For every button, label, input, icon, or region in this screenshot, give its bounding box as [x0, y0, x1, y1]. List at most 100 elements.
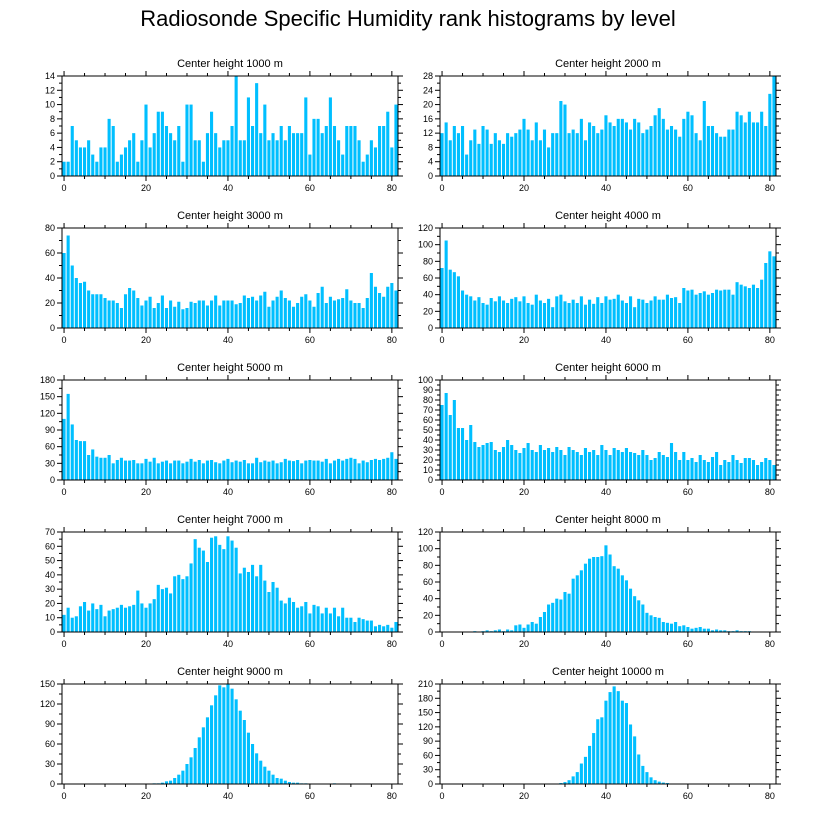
histogram-bar [469, 425, 473, 480]
histogram-panel: Center height 10000 m 0 30 60 90 120 150 180 210… [418, 666, 781, 801]
histogram-bar [588, 745, 592, 784]
histogram-bar [394, 458, 398, 480]
y-tick-label: 90 [423, 385, 433, 395]
histogram-bar [332, 300, 337, 328]
histogram-bar [698, 627, 702, 632]
histogram-bar [275, 296, 279, 328]
histogram-bar [649, 777, 653, 784]
y-tick-label: 20 [423, 610, 433, 620]
histogram-bar [514, 297, 518, 328]
histogram-bar [526, 129, 530, 176]
histogram-bar [563, 782, 567, 784]
histogram-bar [169, 133, 173, 176]
histogram-bar [620, 300, 624, 328]
y-tick-label: 0 [50, 323, 55, 333]
histogram-bar [66, 235, 70, 328]
histogram-bar [316, 460, 320, 480]
histogram-bar [230, 300, 234, 328]
histogram-bar [193, 539, 197, 632]
x-tick-label: 60 [305, 183, 315, 193]
histogram-bar [493, 630, 497, 632]
histogram-bar [382, 626, 386, 632]
histogram-bar [193, 303, 197, 328]
histogram-bar [563, 592, 567, 632]
histogram-bar [538, 617, 542, 632]
histogram-bar [751, 122, 756, 176]
plot-frame [439, 531, 777, 633]
x-tick-label: 20 [141, 791, 151, 801]
figure-title: Radiosonde Specific Humidity rank histog… [140, 6, 676, 31]
histogram-bar [70, 617, 74, 632]
y-tick-label: 4 [428, 157, 433, 167]
histogram-panel: Center height 7000 m 0 10 20 30 40 50 60 70 0 20 40… [45, 514, 403, 649]
histogram-bar [345, 289, 349, 328]
y-tick-label: 80 [423, 395, 433, 405]
histogram-panel: Center height 4000 m 0 20 40 60 80 100 120 0 20 40… [418, 210, 781, 345]
histogram-bar [522, 627, 526, 632]
histogram-bar [727, 289, 731, 328]
histogram-bar [567, 780, 571, 784]
histogram-bar [255, 753, 259, 784]
x-tick-label: 20 [141, 639, 151, 649]
histogram-bar [99, 604, 103, 632]
y-tick-label: 6 [50, 128, 55, 138]
histogram-bar [185, 764, 189, 784]
histogram-bar [152, 599, 156, 632]
histogram-bar [649, 615, 653, 632]
histogram-bar [678, 626, 682, 632]
histogram-bar [653, 115, 657, 176]
panel-title: Center height 7000 m [177, 514, 283, 526]
histogram-bar [649, 460, 653, 480]
histogram-bar [649, 300, 653, 328]
histogram-bar [579, 118, 583, 176]
histogram-bar [255, 300, 259, 328]
histogram-bar [160, 782, 164, 784]
histogram-bar [238, 303, 242, 328]
histogram-bar [551, 307, 555, 328]
histogram-bar [452, 400, 456, 480]
histogram-bar [694, 462, 698, 480]
histogram-bar [481, 303, 485, 328]
histogram-bar [657, 108, 661, 176]
histogram-bar [739, 115, 743, 176]
histogram-bar [583, 563, 588, 632]
histogram-bar [349, 300, 353, 328]
histogram-bar [596, 719, 600, 784]
histogram-bar [506, 629, 510, 632]
histogram-bar [600, 556, 604, 632]
histogram-bar [275, 587, 279, 632]
x-tick-label: 80 [765, 335, 775, 345]
histogram-bar [205, 133, 210, 176]
histogram-bar [612, 566, 616, 632]
histogram-bar [246, 572, 250, 632]
histogram-bar [242, 567, 246, 632]
histogram-bar [518, 129, 522, 176]
histogram-bar [571, 450, 575, 480]
histogram-bar [197, 140, 201, 176]
y-tick-label: 70 [423, 405, 433, 415]
histogram-bar [255, 576, 259, 632]
y-tick-label: 40 [423, 290, 433, 300]
histogram-bar [279, 600, 283, 632]
histogram-bar [115, 303, 119, 328]
y-tick-label: 0 [50, 627, 55, 637]
histogram-bar [645, 303, 649, 328]
histogram-bar [95, 294, 99, 328]
histogram-bar [526, 303, 530, 328]
histogram-bar [128, 140, 132, 176]
histogram-bar [95, 609, 99, 632]
histogram-bar [661, 782, 665, 784]
histogram-bar [259, 462, 263, 480]
histogram-bar [567, 303, 571, 328]
y-tick-label: 14 [45, 71, 55, 81]
histogram-bar [743, 286, 747, 328]
histogram-bar [571, 129, 575, 176]
histogram-bar [394, 290, 398, 328]
panel-title: Center height 3000 m [177, 210, 283, 222]
histogram-bar [369, 620, 373, 632]
histogram-bar [747, 111, 751, 176]
histogram-bar [66, 161, 70, 176]
histogram-bar [320, 461, 324, 480]
histogram-bar [259, 564, 263, 632]
